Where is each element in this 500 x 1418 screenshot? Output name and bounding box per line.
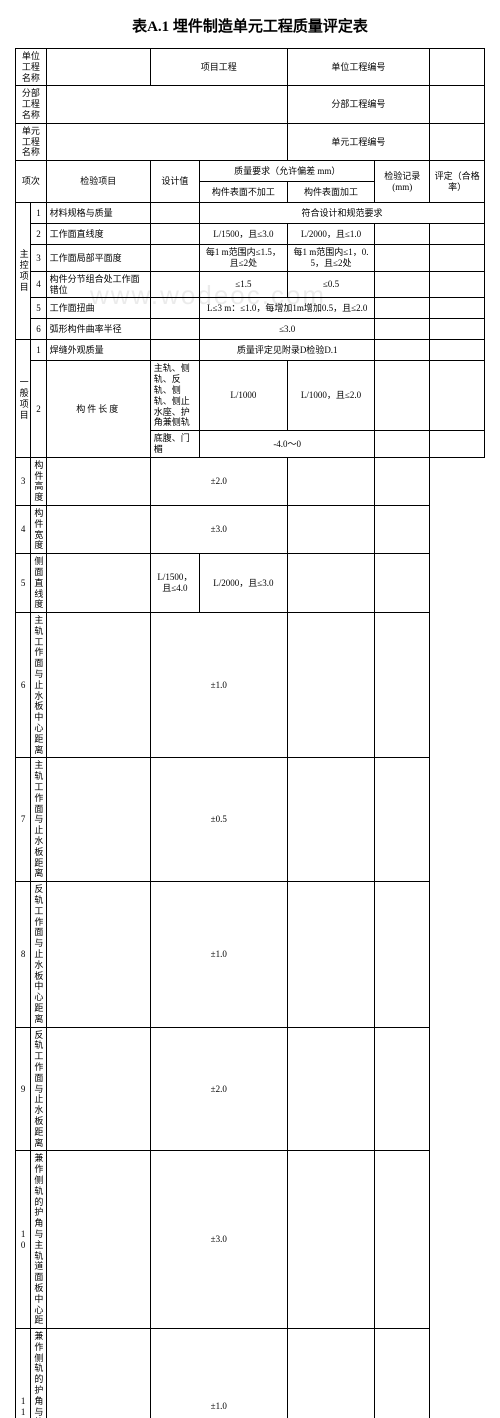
row-no: 2 — [31, 361, 46, 457]
cell — [430, 86, 485, 123]
row-val: 每1 m范围内≤1.5，且≤2处 — [200, 245, 288, 272]
row-name: 材料规格与质量 — [46, 203, 150, 224]
row-val: L/1000 — [200, 361, 288, 431]
label: 单元工程编号 — [287, 123, 429, 160]
group-main: 主控项目 — [16, 203, 31, 340]
col-quality: 质量要求（允许偏差 mm） — [200, 161, 375, 182]
row-name: 主轨、侧轨、反轨、侧轨、侧止水座、护角兼侧轨 — [150, 361, 199, 431]
col-verdict: 评定（合格率） — [430, 161, 485, 203]
cell — [46, 49, 150, 86]
row-val: 每1 m范围内≤1，0.5，且≤2处 — [287, 245, 375, 272]
col-record: 检验记录 (mm) — [375, 161, 430, 203]
row-no: 4 — [31, 271, 46, 298]
row-val: -4.0～0 — [200, 431, 375, 458]
row-no: 5 — [31, 298, 46, 319]
cell — [46, 123, 287, 160]
row-val: L/2000，且≤1.0 — [287, 224, 375, 245]
label: 分部工程名称 — [16, 86, 47, 123]
row-val: L≤3 m：≤1.0，每增加1m增加0.5，且≤2.0 — [200, 298, 375, 319]
row-val: L/1500，且≤3.0 — [200, 224, 288, 245]
row-val: ≤0.5 — [287, 271, 375, 298]
row-no: 1 — [31, 340, 46, 361]
evaluation-table: 单位工程名称 项目工程 单位工程编号 分部工程名称 分部工程编号 单元工程名称 … — [15, 48, 485, 1418]
col-item: 项次 — [16, 161, 47, 203]
row-val: 符合设计和规范要求 — [200, 203, 485, 224]
row-val: 质量评定见附录D检验D.1 — [200, 340, 375, 361]
cell — [430, 49, 485, 86]
cell — [430, 123, 485, 160]
label: 分部工程编号 — [287, 86, 429, 123]
sub-group: 构件长度 — [46, 361, 150, 457]
row-name: 工作面局部平面度 — [46, 245, 150, 272]
group-gen: 一般项目 — [16, 340, 31, 457]
col-sub-b: 构件表面加工 — [287, 182, 375, 203]
row-name: 弧形构件曲率半径 — [46, 319, 150, 340]
row-name: 工作面扭曲 — [46, 298, 150, 319]
col-sub-a: 构件表面不加工 — [200, 182, 288, 203]
row-no: 2 — [31, 224, 46, 245]
row-name: 工作面直线度 — [46, 224, 150, 245]
row-no: 3 — [31, 245, 46, 272]
row-name: 焊缝外观质量 — [46, 340, 150, 361]
row-val: ≤1.5 — [200, 271, 288, 298]
label: 单位工程编号 — [287, 49, 429, 86]
label: 单元工程名称 — [16, 123, 47, 160]
row-no: 6 — [31, 319, 46, 340]
col-inspect: 检验项目 — [46, 161, 150, 203]
col-design: 设计值 — [150, 161, 199, 203]
row-name: 底腹、门楣 — [150, 431, 199, 458]
page-title: 表A.1 埋件制造单元工程质量评定表 — [15, 15, 485, 36]
row-val: L/1000，且≤2.0 — [287, 361, 375, 431]
label: 单位工程名称 — [16, 49, 47, 86]
row-val: ≤3.0 — [200, 319, 375, 340]
label: 项目工程 — [150, 49, 287, 86]
row-name: 构件分节组合处工作面错位 — [46, 271, 150, 298]
row-no: 1 — [31, 203, 46, 224]
cell — [46, 86, 287, 123]
